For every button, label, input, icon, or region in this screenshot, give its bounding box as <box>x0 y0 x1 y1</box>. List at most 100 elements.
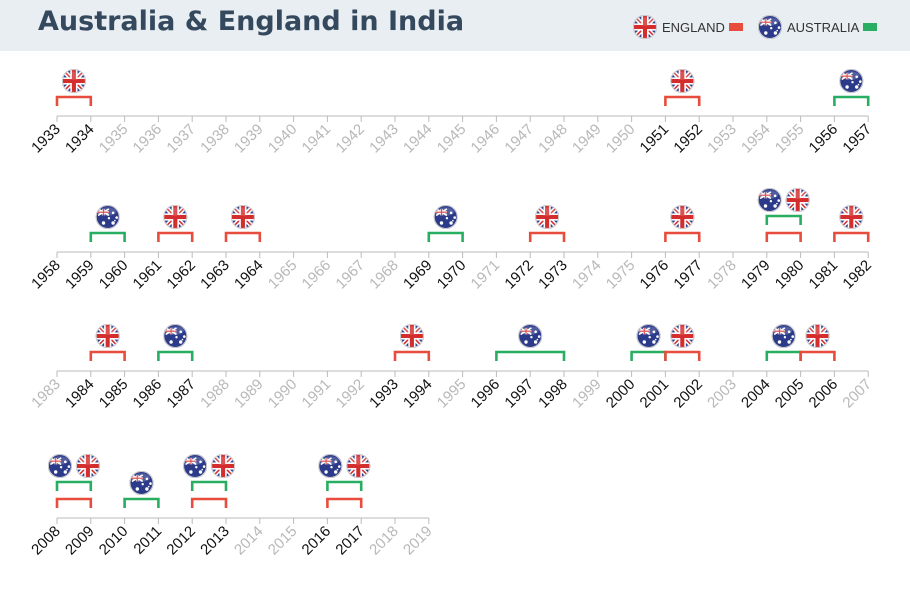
year-tick-label: 1980 <box>772 257 808 293</box>
year-tick-label: 1961 <box>130 257 166 293</box>
year-tick-label: 1962 <box>163 257 199 293</box>
year-tick-label: 1987 <box>163 376 199 412</box>
year-tick-label: 2016 <box>299 523 335 559</box>
year-tick-label: 2014 <box>231 523 267 559</box>
year-tick-label: 1993 <box>366 376 402 412</box>
year-tick-label: 1933 <box>28 121 64 157</box>
year-tick-label: 1970 <box>434 257 470 293</box>
england-tour-bar <box>326 497 363 508</box>
year-tick-label: 1981 <box>806 257 842 293</box>
year-tick-label: 1983 <box>28 376 64 412</box>
year-tick-label: 1944 <box>400 121 436 157</box>
england-flag-icon <box>163 205 188 229</box>
england-flag-icon <box>211 454 236 478</box>
year-tick-label: 1989 <box>231 376 267 412</box>
england-tour-bar <box>157 231 194 242</box>
australia-tour-bar <box>630 350 667 361</box>
england-flag-icon <box>399 324 424 348</box>
year-tick-label: 2006 <box>806 376 842 412</box>
year-tick-label: 1966 <box>299 257 335 293</box>
england-tour-bar <box>664 231 701 242</box>
england-tour-bar <box>799 350 836 361</box>
year-tick-label: 1948 <box>535 121 571 157</box>
australia-tour-bar <box>427 231 464 242</box>
australia-flag-icon <box>163 324 188 348</box>
year-tick-label: 1997 <box>501 376 537 412</box>
year-tick-label: 2003 <box>704 376 740 412</box>
england-flag-icon <box>785 188 810 212</box>
year-tick-label: 1938 <box>197 121 233 157</box>
australia-tour-bar <box>190 480 228 491</box>
year-tick-label: 1953 <box>704 121 740 157</box>
year-tick-label: 1969 <box>400 257 436 293</box>
year-tick-label: 1991 <box>299 376 335 412</box>
year-tick-label: 1947 <box>501 121 537 157</box>
england-tour-bar <box>528 231 566 242</box>
year-tick-label: 1942 <box>332 121 368 157</box>
year-tick-label: 1954 <box>738 121 774 157</box>
england-flag-icon <box>95 324 120 348</box>
year-tick-label: 2008 <box>28 523 64 559</box>
year-tick-label: 1936 <box>130 121 166 157</box>
england-flag-icon <box>670 324 695 348</box>
england-flag-icon <box>805 324 830 348</box>
year-tick-label: 2001 <box>637 376 673 412</box>
year-tick-label: 1964 <box>231 257 267 293</box>
year-tick-label: 1973 <box>535 257 571 293</box>
legend-australia: AUSTRALIA <box>757 14 878 40</box>
year-tick-label: 2009 <box>62 523 98 559</box>
year-tick-label: 1940 <box>265 121 301 157</box>
australia-flag-icon <box>433 205 458 229</box>
year-tick-label: 1998 <box>535 376 571 412</box>
england-flag-icon <box>670 205 695 229</box>
year-tick-label: 1945 <box>434 121 470 157</box>
year-tick-label: 1978 <box>704 257 740 293</box>
australia-tour-bar <box>55 480 93 491</box>
australia-tour-bar <box>89 231 126 242</box>
year-tick-label: 1941 <box>299 121 335 157</box>
australia-tour-bar <box>157 350 194 361</box>
year-tick-label: 2012 <box>163 523 199 559</box>
australia-tour-bar <box>326 480 363 491</box>
year-tick-label: 2005 <box>772 376 808 412</box>
legend-australia-swatch <box>863 23 878 31</box>
year-tick-label: 2018 <box>366 523 402 559</box>
year-tick-label: 1943 <box>366 121 402 157</box>
year-tick-label: 1972 <box>501 257 537 293</box>
year-tick-label: 1986 <box>130 376 166 412</box>
year-tick-label: 1977 <box>670 257 706 293</box>
england-tour-bar <box>55 95 93 106</box>
tour-flags <box>47 69 864 495</box>
australia-flag-icon <box>518 324 543 348</box>
england-flag-icon <box>346 454 371 478</box>
year-tick-label: 2013 <box>197 523 233 559</box>
year-tick-label: 1946 <box>468 121 504 157</box>
timeline-row-1: 1933193419351936193719381939194019411942… <box>28 115 875 157</box>
year-tick-label: 1974 <box>569 257 605 293</box>
england-tour-bar <box>190 497 228 508</box>
england-flag-icon <box>61 69 86 93</box>
england-flag-icon <box>535 205 560 229</box>
australia-tour-bar <box>495 350 566 361</box>
year-tick-label: 2011 <box>130 523 165 558</box>
year-tick-label: 1988 <box>197 376 233 412</box>
england-legend-flag-icon <box>633 15 657 39</box>
timeline-row-2: 1958195919601961196219631964196519661967… <box>28 251 875 293</box>
year-tick-label: 1937 <box>163 121 199 157</box>
year-tick-label: 2002 <box>670 376 706 412</box>
year-tick-label: 1963 <box>197 257 233 293</box>
year-tick-label: 1959 <box>62 257 98 293</box>
year-tick-label: 1956 <box>806 121 842 157</box>
australia-tour-bar <box>765 214 802 225</box>
england-tour-bar <box>89 350 126 361</box>
year-tick-label: 2017 <box>332 523 368 559</box>
year-tick-label: 1984 <box>62 376 98 412</box>
year-tick-label: 1971 <box>468 257 504 293</box>
england-tour-bar <box>55 497 93 508</box>
year-tick-label: 1995 <box>434 376 470 412</box>
year-tick-label: 1975 <box>603 257 639 293</box>
year-tick-label: 1951 <box>637 121 673 157</box>
year-tick-label: 1934 <box>62 121 98 157</box>
australia-flag-icon <box>757 188 782 212</box>
england-tour-bar <box>664 95 701 106</box>
